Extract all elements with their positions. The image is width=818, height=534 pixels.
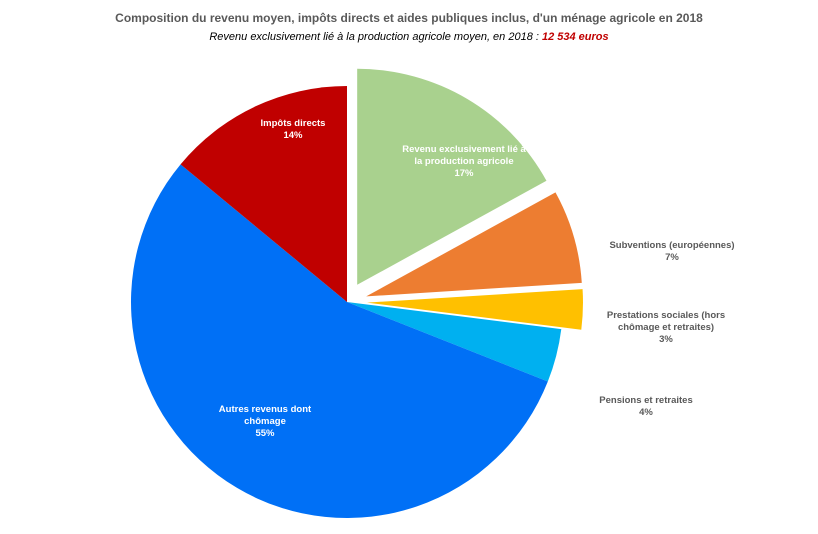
chart-subtitle-text: Revenu exclusivement lié à la production…	[209, 31, 542, 43]
slice-label-4: Autres revenus dont chômage 55%	[219, 404, 312, 439]
slice-label-line-0: la production agricole	[414, 156, 513, 167]
pie-slice-0	[357, 68, 547, 285]
pie-slice-2	[366, 289, 583, 330]
pie-slice-4	[130, 164, 548, 519]
slice-label-line-4: chômage	[244, 416, 286, 427]
slice-label-line-3: Pensions et retraites	[599, 395, 692, 406]
chart-subtitle-amount: 12 534 euros	[541, 31, 609, 43]
slice-pct-3: 4%	[639, 407, 653, 418]
slice-pct-4: 55%	[255, 428, 275, 439]
slice-pct-2: 3%	[659, 334, 673, 345]
slice-label-1: Subventions (européennes) 7%	[609, 240, 734, 263]
slice-pct-1: 7%	[665, 252, 679, 263]
slice-label-2: Prestations sociales (hors chômage et ret…	[607, 310, 725, 345]
chart-subtitle: Revenu exclusivement lié à la production…	[0, 31, 818, 43]
slice-label-line-1: Subventions (européennes)	[609, 240, 734, 251]
slice-label-3: Pensions et retraites 4%	[599, 395, 692, 418]
slice-label-line-0: Revenu exclusivement lié à	[402, 144, 526, 155]
slice-label-line-2: Prestations sociales (hors	[607, 310, 725, 321]
pie-slice-5	[180, 86, 347, 302]
pie-slice-1	[366, 192, 582, 297]
slice-label-line-5: Impôts directs	[261, 118, 326, 129]
slice-label-5: Impôts directs 14%	[261, 118, 326, 141]
chart-title: Composition du revenu moyen, impôts dire…	[115, 11, 703, 25]
slice-label-line-2: chômage et retraites)	[618, 322, 714, 333]
pie-slice-3	[347, 302, 562, 382]
slice-label-0: Revenu exclusivement lié à la production …	[402, 144, 526, 179]
slice-pct-5: 14%	[283, 130, 303, 141]
slice-pct-0: 17%	[454, 168, 474, 179]
slice-label-line-4: Autres revenus dont	[219, 404, 312, 415]
